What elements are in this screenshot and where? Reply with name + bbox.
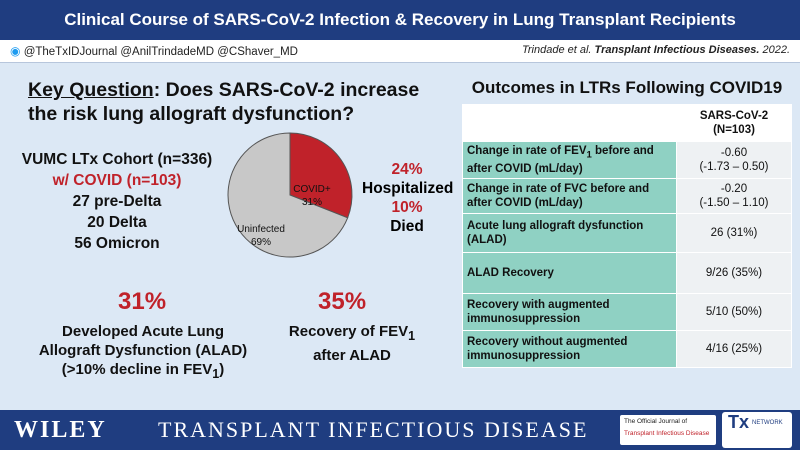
row-1-value-1: -0.20 [720,183,748,196]
outcomes-table-title: Outcomes in LTRs Following COVID19 [471,78,783,97]
social-handles: ◉ @TheTxIDJournal @AnilTrindadeMD @CShav… [10,44,298,58]
alad-line-3-text: (>10% decline in FEV [61,361,213,378]
row-0-value-2: (-1.73 – 0.50) [699,161,769,174]
row-0-label-b: before and after COVID (mL/day) [467,145,654,176]
cohort-omicron: 56 Omicron [74,235,160,252]
row-0-label-a: Change in rate of FEV [467,145,587,157]
recovery-pct: 35% [318,288,367,315]
publisher-logo: WILEY [14,417,107,443]
txid-mark: Tx [728,412,750,432]
table-header-sars: SARS-CoV-2 (N=103) [676,104,792,142]
header-bar [0,0,800,40]
table-row: Change in rate of FVC before and after C… [462,178,792,215]
alad-line-3-end: ) [219,361,225,378]
txid-network-text: NETWORK [752,420,783,426]
hospital-outcomes: 24% Hospitalized 10% Died [362,160,454,236]
table-header-row: SARS-CoV-2 (N=103) [462,104,792,142]
outcomes-table: SARS-CoV-2 (N=103) Change in rate of FEV… [462,104,792,369]
table-row: Change in rate of FEV1 before and after … [462,140,792,180]
cohort-covid: w/ COVID (n=103) [52,172,182,189]
table-row-value: 5/10 (50%) [676,293,792,332]
twitter-icon: ◉ [10,44,21,58]
citation-year: 2022. [762,44,790,56]
pie-slice-covid [289,132,353,219]
died-label: Died [390,218,424,235]
table-row: Acute lung allograft dysfunction (ALAD) … [462,213,792,254]
covid-pie-chart: COVID+ 31% Uninfected 69% [227,132,353,258]
official-journal-line-1: The Official Journal of [624,418,688,425]
recovery-line-1-text: Recovery of FEV [288,323,409,340]
table-header-line-1: SARS-CoV-2 [699,110,769,122]
citation-authors: Trindade et al. [521,44,592,56]
alad-line-2: Allograft Dysfunction (ALAD) [38,342,248,359]
table-row-label: ALAD Recovery [462,252,677,295]
journal-name: TRANSPLANT INFECTIOUS DISEASE [158,417,589,442]
cohort-delta: 20 Delta [87,214,147,231]
table-row-label: Recovery without augmented immunosuppres… [462,330,677,369]
alad-pct: 31% [118,288,167,315]
hospitalized-pct: 24% [391,161,423,178]
recovery-line-1: Recovery of FEV1 [282,322,422,346]
alad-caption: Developed Acute Lung Allograft Dysfuncti… [18,322,268,384]
citation: Trindade et al. Transplant Infectious Di… [522,44,790,56]
pie-label-uninfected: Uninfected [237,224,285,235]
table-row-label: Change in rate of FEV1 before and after … [462,140,677,180]
official-journal-line-2: Transplant Infectious Disease [624,430,710,437]
official-journal-badge [620,415,716,445]
row-0-label-sub: 1 [586,149,592,161]
table-row: Recovery with augmented immunosuppressio… [462,293,792,332]
citation-journal: Transplant Infectious Diseases. [594,44,760,56]
key-question-text: : Does SARS-CoV-2 increase the risk lung… [28,79,420,125]
pie-label-covid: COVID+ [293,184,331,195]
alad-line-3: (>10% decline in FEV1) [18,360,268,384]
hospitalized-label: Hospitalized [362,180,454,197]
table-row-value: 9/26 (35%) [676,252,792,295]
row-0-value-1: -0.60 [720,147,748,160]
table-row-value: -0.60 (-1.73 – 0.50) [676,140,792,180]
pie-slice-uninfected [227,132,349,258]
cohort-pre-delta: 27 pre-Delta [72,193,162,210]
key-question: Key Question: Does SARS-CoV-2 increase t… [28,78,448,126]
table-row: ALAD Recovery 9/26 (35%) [462,252,792,295]
table-header-empty [462,104,677,142]
alad-line-3-sub: 1 [212,367,220,381]
table-row-label: Acute lung allograft dysfunction (ALAD) [462,213,677,254]
table-row-value: 26 (31%) [676,213,792,254]
alad-line-1: Developed Acute Lung [62,323,224,340]
social-bar [0,40,800,63]
cohort-title: VUMC LTx Cohort (n=336) [21,151,213,168]
txid-network-logo [722,412,792,448]
recovery-caption: Recovery of FEV1 after ALAD [282,322,422,365]
page-title: Clinical Course of SARS-CoV-2 Infection … [64,10,736,29]
pie-pct-uninfected: 69% [251,237,271,248]
table-row: Recovery without augmented immunosuppres… [462,330,792,369]
row-1-value-2: (-1.50 – 1.10) [699,197,769,210]
recovery-line-1-sub: 1 [408,329,416,343]
table-header-line-2: (N=103) [713,124,755,136]
pie-pct-covid: 31% [302,197,322,208]
table-row-value: 4/16 (25%) [676,330,792,369]
table-row-label: Recovery with augmented immunosuppressio… [462,293,677,332]
key-question-label: Key Question [28,79,154,101]
social-handles-text: @TheTxIDJournal @AnilTrindadeMD @CShaver… [23,46,298,58]
recovery-line-2: after ALAD [313,347,391,364]
table-row-value: -0.20 (-1.50 – 1.10) [676,178,792,215]
died-pct: 10% [391,199,423,216]
table-row-label: Change in rate of FVC before and after C… [462,178,677,215]
